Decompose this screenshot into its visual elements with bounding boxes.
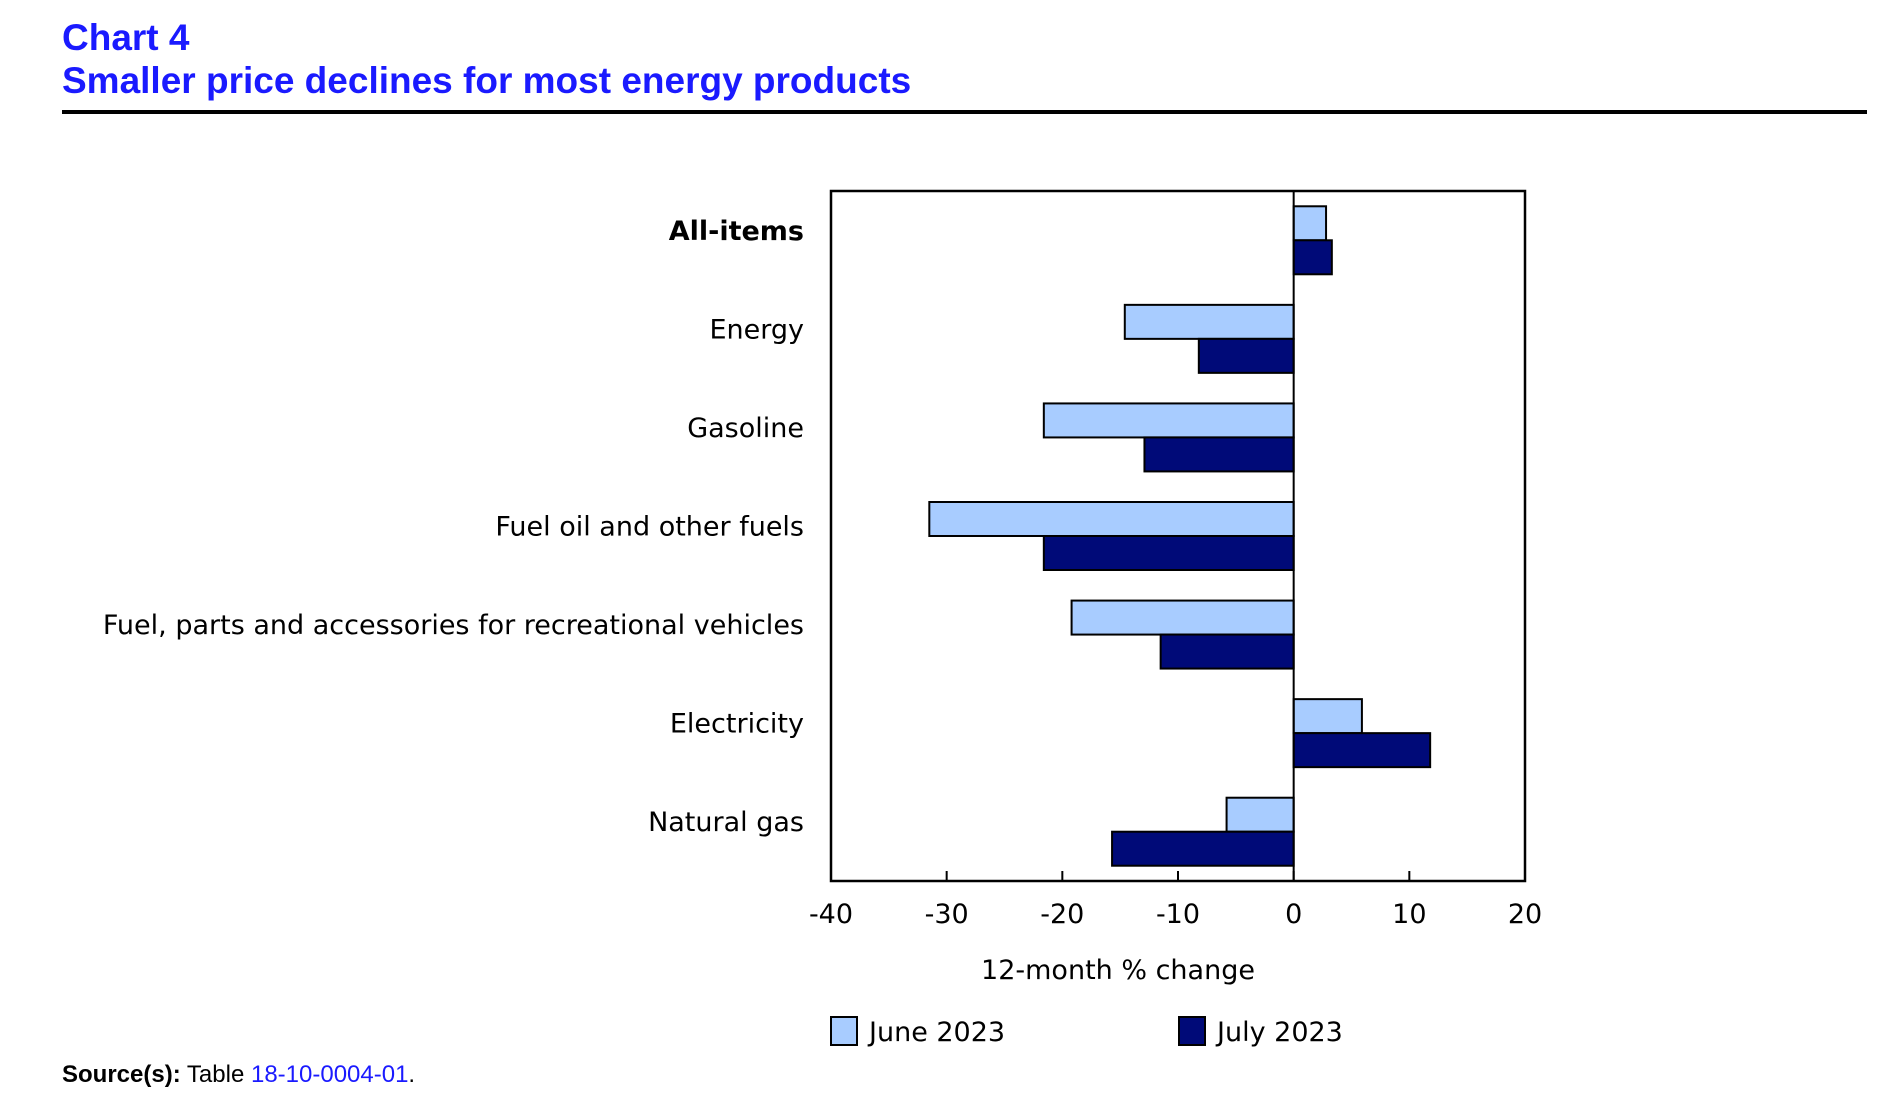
bar-energy-july-2023: [1197, 337, 1295, 374]
bar-all-items-july-2023: [1292, 239, 1333, 276]
bar-natural-gas-july-2023: [1111, 830, 1295, 867]
bar-electricity-june-2023: [1292, 698, 1363, 735]
category-labels: All-items Energy Gasoline Fuel oil and othe…: [103, 216, 804, 838]
category-label-natural-gas: Natural gas: [648, 807, 804, 838]
bar-fuel-parts-and-accessories-for-recreational-vehicles-june-2023: [1070, 599, 1295, 636]
title-divider: [62, 110, 1867, 114]
legend-label-june-2023: June 2023: [867, 1017, 1005, 1048]
source-note: Source(s): Table 18-10-0004-01.: [62, 1061, 415, 1089]
legend-swatch-june-2023: [830, 1016, 858, 1046]
x-tick-label: -20: [1040, 899, 1084, 930]
legend-swatch-july-2023: [1178, 1016, 1206, 1046]
x-tick-label: -10: [1156, 899, 1200, 930]
bar-gasoline-june-2023: [1042, 402, 1295, 439]
chart-number: Chart 4: [62, 17, 190, 58]
chart-header: Chart 4 Smaller price declines for most …: [62, 16, 1867, 102]
x-tick-label: -30: [925, 899, 969, 930]
bar-fuel-oil-and-other-fuels-june-2023: [928, 501, 1295, 537]
category-label-gasoline: Gasoline: [687, 413, 804, 444]
bar-fuel-oil-and-other-fuels-july-2023: [1042, 535, 1295, 571]
bar-energy-june-2023: [1123, 303, 1295, 340]
x-tick-label: 0: [1285, 899, 1302, 930]
x-tick-label: -40: [809, 899, 853, 930]
category-label-fuel-oil-and-other-fuels: Fuel oil and other fuels: [495, 512, 804, 543]
x-axis-label: 12-month % change: [981, 955, 1255, 986]
category-label-energy: Energy: [709, 314, 804, 345]
category-label-all-items: All-items: [669, 216, 804, 247]
category-label-electricity: Electricity: [670, 709, 804, 740]
legend: June 2023 July 2023: [830, 1016, 1343, 1048]
bar-gasoline-july-2023: [1143, 436, 1295, 473]
bars-group: [928, 205, 1432, 867]
source-suffix: .: [408, 1061, 416, 1088]
source-label: Source(s):: [62, 1061, 181, 1088]
source-table-link[interactable]: 18-10-0004-01: [250, 1061, 409, 1088]
bar-natural-gas-june-2023: [1225, 796, 1295, 833]
x-tick-label: 10: [1392, 899, 1426, 930]
bar-electricity-july-2023: [1292, 732, 1432, 769]
category-label-fuel-parts-and-accessories-for-recreational-vehicles: Fuel, parts and accessories for recreati…: [103, 610, 804, 641]
legend-label-july-2023: July 2023: [1215, 1017, 1343, 1048]
bar-fuel-parts-and-accessories-for-recreational-vehicles-july-2023: [1159, 633, 1295, 670]
x-tick-label: 20: [1508, 899, 1542, 930]
source-text: Table: [186, 1061, 245, 1088]
chart-title: Smaller price declines for most energy p…: [62, 60, 912, 101]
bar-all-items-june-2023: [1292, 205, 1328, 242]
x-ticks: -40 -30 -20 -10 0 10 20: [809, 871, 1542, 930]
